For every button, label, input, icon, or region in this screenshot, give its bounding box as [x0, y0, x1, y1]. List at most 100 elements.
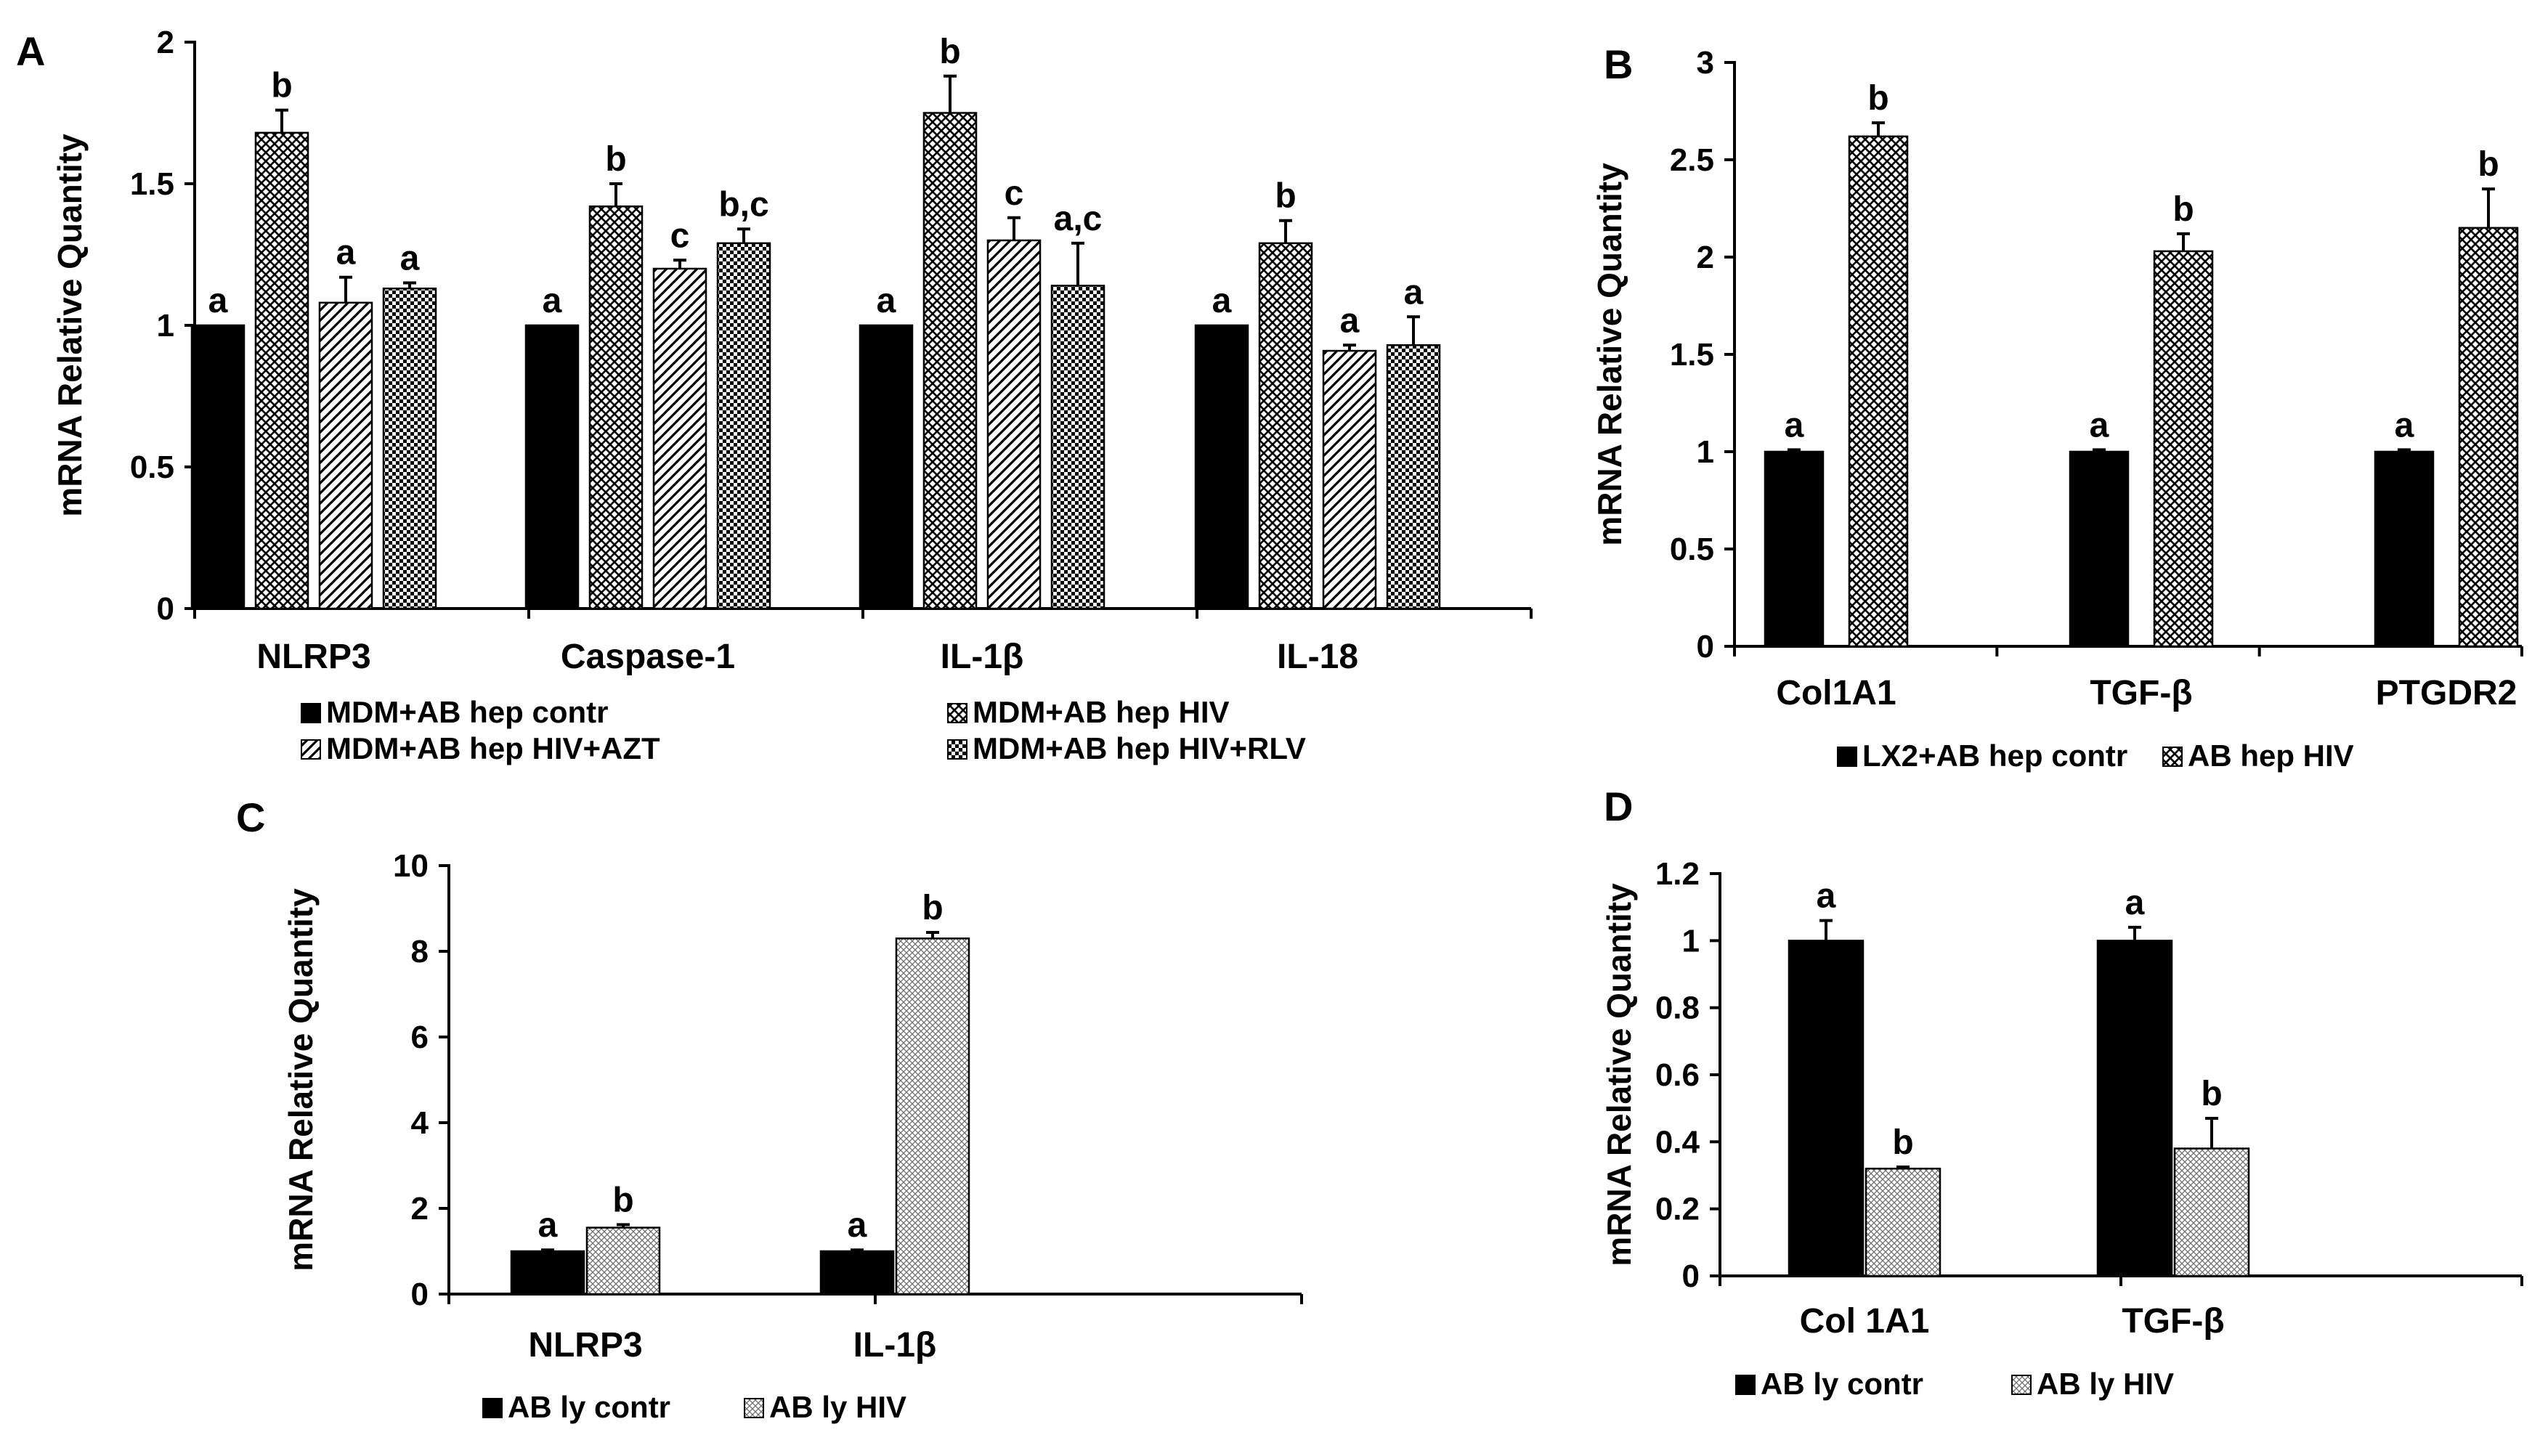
category-label: NLRP3: [256, 638, 370, 676]
significance-letter: c: [670, 216, 690, 255]
significance-letter: a: [538, 1206, 558, 1245]
legend-label: AB hep HIV: [2188, 739, 2354, 773]
category-label: IL-1β: [941, 638, 1024, 676]
legend-label: AB ly contr: [1761, 1367, 1923, 1401]
legend-swatch: [482, 1398, 503, 1418]
legend-swatch: [947, 739, 967, 760]
legend-label: AB ly HIV: [2037, 1367, 2174, 1401]
bar: [382, 288, 437, 610]
y-tick-label: 0: [1697, 629, 1714, 664]
bar: [1050, 285, 1105, 610]
legend-swatch: [2162, 747, 2183, 767]
significance-letter: a: [1212, 282, 1232, 320]
bar: [588, 205, 644, 610]
category-label: NLRP3: [528, 1326, 642, 1365]
legend-swatch: [1735, 1375, 1756, 1395]
bar: [2096, 940, 2173, 1277]
significance-letter: a: [1404, 273, 1424, 312]
bar: [2458, 227, 2519, 648]
bar: [859, 324, 914, 610]
y-tick-label: 6: [411, 1020, 429, 1055]
category-label: Col1A1: [1776, 674, 1896, 712]
significance-letter: c: [1005, 174, 1024, 213]
category-label: PTGDR2: [2376, 674, 2517, 712]
bar: [1764, 450, 1825, 648]
bar: [2153, 250, 2214, 648]
y-tick-label: 10: [393, 848, 429, 884]
significance-letter: b: [2478, 145, 2499, 184]
category-label: IL-18: [1277, 638, 1358, 676]
category-label: Caspase-1: [561, 638, 735, 676]
bar: [2374, 450, 2435, 648]
bar: [1788, 940, 1865, 1277]
y-axis-label: mRNA Relative Quantity: [282, 888, 320, 1272]
y-tick-label: 2: [157, 25, 174, 60]
significance-letter: a: [1340, 301, 1360, 340]
bar: [1322, 349, 1377, 610]
bar: [895, 938, 970, 1296]
legend-swatch: [2011, 1375, 2032, 1395]
significance-letter: b,c: [718, 185, 768, 224]
bar: [254, 131, 309, 610]
panel-label: D: [1604, 784, 1633, 829]
legend-swatch: [1837, 747, 1857, 767]
significance-letter: a: [543, 282, 562, 320]
y-tick-label: 1: [1697, 434, 1714, 470]
legend-label: MDM+AB hep contr: [326, 695, 609, 729]
legend-swatch: [301, 703, 321, 723]
significance-letter: b: [605, 140, 626, 179]
significance-letter: b: [612, 1181, 633, 1219]
legend-label: MDM+AB hep HIV+RLV: [973, 731, 1306, 765]
y-tick-label: 3: [1697, 45, 1714, 81]
bar: [922, 112, 978, 610]
legend-swatch: [744, 1398, 764, 1418]
legend-label: MDM+AB hep HIV+AZT: [326, 731, 660, 765]
y-axis-label: mRNA Relative Quantity: [51, 134, 89, 517]
y-tick-label: 2: [411, 1191, 429, 1227]
y-tick-label: 1.2: [1655, 856, 1700, 892]
significance-letter: b: [1867, 79, 1888, 118]
legend-label: LX2+AB hep contr: [1862, 739, 2127, 773]
bar: [716, 242, 771, 610]
y-tick-label: 4: [411, 1105, 429, 1141]
y-tick-label: 0.5: [1670, 532, 1714, 567]
significance-letter: b: [922, 889, 943, 927]
y-tick-label: 1: [1682, 923, 1700, 959]
significance-letter: a: [848, 1206, 867, 1245]
bar: [318, 301, 373, 610]
category-label: TGF-β: [2122, 1302, 2224, 1341]
y-tick-label: 0.4: [1655, 1124, 1700, 1160]
y-tick-label: 1.5: [130, 166, 174, 202]
bar: [2069, 450, 2130, 648]
y-tick-label: 0: [411, 1277, 429, 1312]
panel-label: B: [1604, 41, 1633, 87]
significance-letter: a: [400, 240, 420, 278]
bar: [1194, 324, 1249, 610]
y-axis-label: mRNA Relative Quantity: [1600, 883, 1638, 1266]
y-tick-label: 1: [157, 308, 174, 343]
legend-label: AB ly contr: [508, 1390, 670, 1424]
significance-letter: a: [2125, 884, 2145, 922]
bar: [2173, 1147, 2250, 1277]
bar: [1258, 242, 1313, 610]
y-tick-label: 0.5: [130, 450, 174, 485]
panel-label: A: [16, 28, 45, 74]
bar: [1386, 344, 1441, 610]
legend-label: AB ly HIV: [769, 1390, 906, 1424]
bar: [819, 1250, 895, 1296]
significance-letter: b: [1892, 1123, 1913, 1162]
bar: [585, 1227, 661, 1296]
category-label: Col 1A1: [1800, 1302, 1930, 1341]
y-tick-label: 0: [1682, 1258, 1700, 1294]
legend-swatch: [947, 703, 967, 723]
bar: [190, 324, 246, 610]
significance-letter: a: [2395, 406, 2414, 444]
legend-label: MDM+AB hep HIV: [973, 695, 1230, 729]
y-tick-label: 0.6: [1655, 1057, 1700, 1093]
category-label: IL-1β: [853, 1326, 937, 1365]
